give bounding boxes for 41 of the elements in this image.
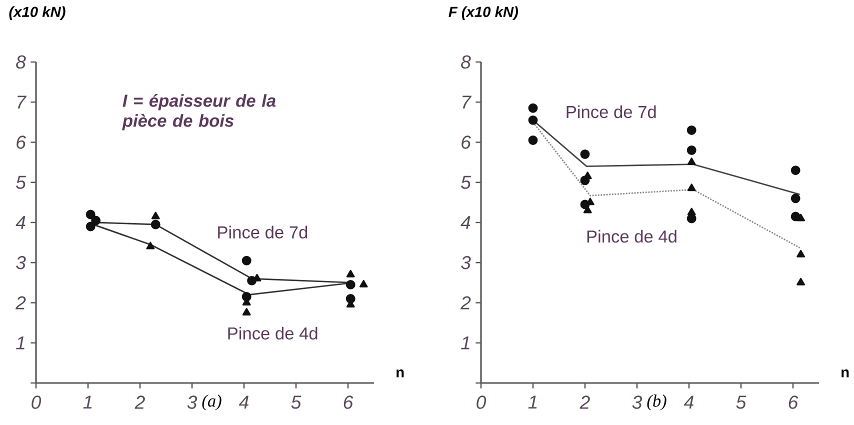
x-tick-label: 3 [187,396,198,409]
text: Pince de 4d [228,326,318,340]
y-tick-label: 5 [16,176,26,189]
x-tick-label: 0 [476,396,486,409]
x-tick-label: 5 [736,396,746,409]
annotation: I = épaisseur de la pièce de bois [122,94,276,130]
y-tick-label: 3 [16,256,26,270]
x-tick-label: 2 [134,396,145,409]
x-tick-label: 3 [632,396,642,409]
y-axis-title: (x10 kN) [9,6,66,20]
text: (a) [202,394,222,410]
x-tick-label: 1 [528,396,537,409]
y-tick-label: 8 [461,55,471,69]
y-tick-label: 6 [16,136,26,149]
x-tick-label: 6 [344,396,354,409]
y-tick-label: 1 [461,336,470,350]
y-tick-label: 7 [18,96,27,109]
x-tick-label: 2 [580,396,590,409]
y-tick-label: 6 [462,136,471,149]
y-tick-label: 8 [16,55,26,69]
y-tick-label: 7 [462,96,472,109]
y-tick-label: 1 [16,336,24,350]
y-tick-label: 2 [15,296,26,310]
y-axis-title: F (x10 kN) [448,6,518,20]
x-axis-title: n [842,369,849,378]
series-label: Pince de 7d [566,105,656,118]
text: (b) [647,394,666,410]
y-tick-label: 5 [460,176,472,189]
y-tick-label: 4 [460,216,470,229]
x-tick-label: 5 [291,396,302,409]
y-tick-label: 3 [461,256,471,270]
x-tick-label: 0 [32,396,42,409]
x-tick-label: 4 [684,396,694,409]
x-tick-label: 1 [83,396,92,409]
x-axis-title: n [396,369,404,378]
y-tick-label: 2 [460,296,471,310]
x-tick-label: 6 [788,396,798,409]
y-tick-label: 4 [16,216,26,229]
series-label: Pince de 4d [587,230,676,243]
x-tick-label: 4 [238,396,248,409]
series-label: Pince de 7d [218,226,308,238]
